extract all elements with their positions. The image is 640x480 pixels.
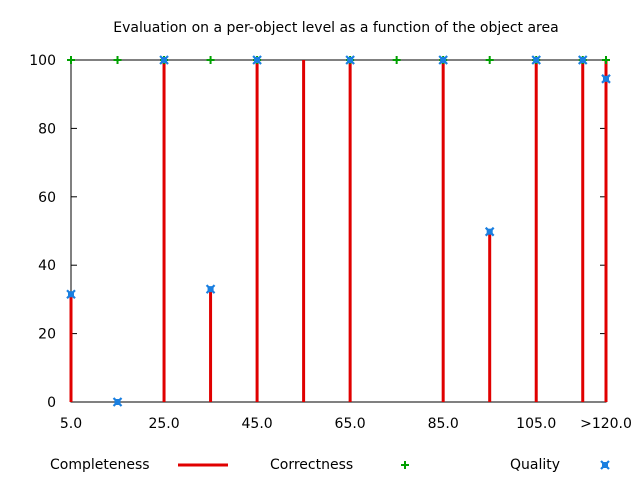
x-tick-label: 45.0 bbox=[242, 416, 273, 432]
quality-point-core bbox=[207, 286, 214, 293]
x-tick-label: 25.0 bbox=[148, 416, 179, 432]
correctness-point bbox=[392, 56, 401, 64]
axes: 0 20 40 60 80 100 5.0 25.0 45.0 65.0 85.0 105.0 >120… bbox=[29, 53, 632, 432]
correctness-point bbox=[206, 56, 215, 64]
data-marks bbox=[66, 55, 611, 407]
legend-label: Completeness bbox=[50, 457, 150, 473]
quality-point-core bbox=[603, 75, 609, 82]
quality-point-core bbox=[440, 57, 447, 63]
chart-title: Evaluation on a per-object level as a fu… bbox=[113, 20, 558, 36]
x-tick-label: 85.0 bbox=[428, 416, 459, 432]
y-tick-label: 60 bbox=[38, 190, 56, 206]
quality-point-core bbox=[114, 399, 121, 405]
x-tick-label: 65.0 bbox=[335, 416, 366, 432]
correctness-point bbox=[67, 56, 75, 64]
x-tick-label: 5.0 bbox=[60, 416, 82, 432]
legend: Completeness Correctness Quality bbox=[50, 457, 610, 473]
correctness-point bbox=[485, 56, 494, 64]
y-tick-label: 40 bbox=[38, 258, 56, 274]
legend-marker-core bbox=[602, 462, 608, 468]
legend-label: Quality bbox=[510, 457, 560, 473]
correctness-point bbox=[113, 56, 122, 64]
quality-point-core bbox=[68, 291, 74, 298]
x-tick-label: >120.0 bbox=[580, 416, 632, 432]
quality-point-core bbox=[579, 57, 586, 63]
quality-point-core bbox=[161, 57, 168, 63]
y-tick-label: 100 bbox=[29, 53, 56, 69]
correctness-point bbox=[602, 56, 610, 64]
y-tick-label: 80 bbox=[38, 121, 56, 137]
legend-marker bbox=[401, 461, 409, 469]
quality-point-core bbox=[533, 57, 540, 63]
quality-point-core bbox=[254, 57, 261, 63]
quality-point-core bbox=[347, 57, 354, 63]
x-tick-label: 105.0 bbox=[516, 416, 556, 432]
legend-label: Correctness bbox=[270, 457, 353, 473]
y-tick-label: 0 bbox=[47, 395, 56, 411]
y-tick-label: 20 bbox=[38, 327, 56, 343]
quality-point-core bbox=[486, 228, 493, 235]
plot-frame bbox=[70, 59, 607, 403]
